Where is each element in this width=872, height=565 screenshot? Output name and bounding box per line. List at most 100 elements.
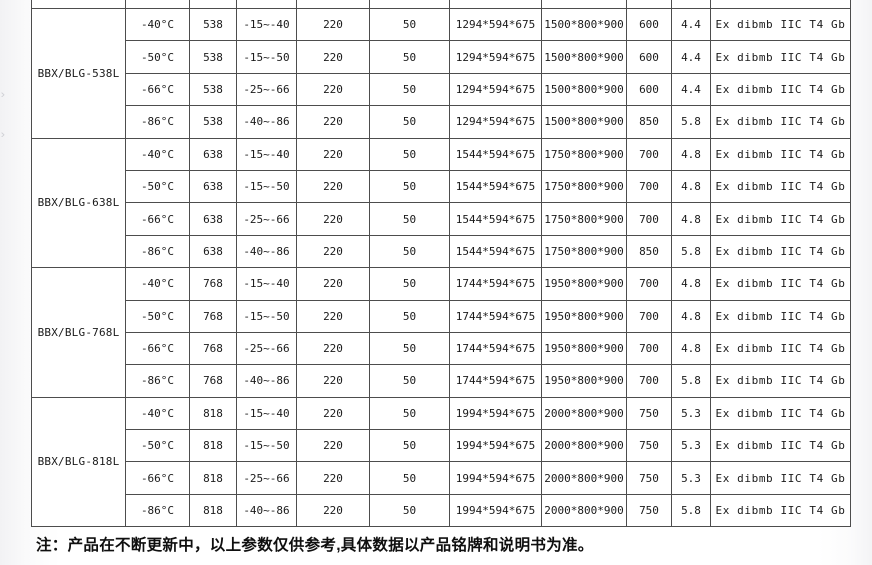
cell-volume: 818 <box>189 396 237 431</box>
cell-range: -15~-40 <box>236 396 297 431</box>
cell-inner_size: 1994*594*675 <box>449 461 542 495</box>
cell-current: 4.4 <box>671 7 711 42</box>
cell-range: -15~-40 <box>236 7 297 42</box>
cell-inner_size: 1544*594*675 <box>449 169 542 204</box>
cell-frequency: 50 <box>369 234 450 269</box>
cell-temp: -40°C <box>125 267 190 301</box>
partial-cell <box>31 0 126 9</box>
partial-cell <box>296 0 370 9</box>
cell-frequency: 50 <box>369 202 450 236</box>
cell-volume: 638 <box>189 234 237 269</box>
table-row: -50°C 638 -15~-50 220 50 1544*594*675 1750*800… <box>32 169 851 204</box>
cell-outer_size: 1750*800*900 <box>541 137 627 171</box>
cell-voltage: 220 <box>296 267 370 301</box>
partial-cell <box>125 0 190 9</box>
cell-volume: 638 <box>189 169 237 204</box>
chevron-decor-icon: › <box>0 89 6 101</box>
cell-voltage: 220 <box>296 396 370 431</box>
cell-voltage: 220 <box>296 429 370 463</box>
cell-current: 5.3 <box>671 396 711 431</box>
cell-volume: 818 <box>189 461 237 495</box>
cell-ex_mark: Ex dibmb IIC T4 Gb <box>710 493 851 528</box>
table-row: -86°C 638 -40~-86 220 50 1544*594*675 1750*800… <box>32 234 851 269</box>
cell-inner_size: 1294*594*675 <box>449 40 542 74</box>
cell-outer_size: 2000*800*900 <box>541 396 627 431</box>
cell-voltage: 220 <box>296 105 370 139</box>
cell-model: BBX/BLG-638L <box>31 137 126 269</box>
cell-model: BBX/BLG-818L <box>31 396 126 528</box>
cell-voltage: 220 <box>296 331 370 366</box>
cell-temp: -40°C <box>125 396 190 431</box>
cell-power: 700 <box>626 331 672 366</box>
cell-frequency: 50 <box>369 137 450 171</box>
partial-cell <box>626 0 672 9</box>
cell-power: 700 <box>626 137 672 171</box>
cell-temp: -66°C <box>125 72 190 107</box>
cell-ex_mark: Ex dibmb IIC T4 Gb <box>710 169 851 204</box>
cell-range: -15~-40 <box>236 267 297 301</box>
cell-range: -15~-50 <box>236 169 297 204</box>
cell-current: 4.8 <box>671 331 711 366</box>
cell-current: 4.8 <box>671 267 711 301</box>
cell-current: 4.8 <box>671 202 711 236</box>
cell-temp: -40°C <box>125 7 190 42</box>
table-row: -86°C 768 -40~-86 220 50 1744*594*675 1950*800… <box>32 364 851 398</box>
table-row: BBX/BLG-768L -40°C 768 -15~-40 220 50 1744*594… <box>31 267 851 398</box>
cell-volume: 818 <box>189 493 237 528</box>
cell-current: 5.3 <box>671 429 711 463</box>
cell-temp: -86°C <box>125 364 190 398</box>
cell-inner_size: 1744*594*675 <box>449 364 542 398</box>
cell-voltage: 220 <box>296 169 370 204</box>
cell-range: -15~-50 <box>236 299 297 333</box>
cell-ex_mark: Ex dibmb IIC T4 Gb <box>710 105 851 139</box>
table-row: -66°C 538 -25~-66 220 50 1294*594*675 1500*800… <box>32 72 851 107</box>
cell-ex_mark: Ex dibmb IIC T4 Gb <box>710 234 851 269</box>
cell-voltage: 220 <box>296 461 370 495</box>
cell-power: 700 <box>626 267 672 301</box>
cell-inner_size: 1744*594*675 <box>449 331 542 366</box>
cell-inner_size: 1994*594*675 <box>449 396 542 431</box>
cell-inner_size: 1544*594*675 <box>449 137 542 171</box>
cell-range: -25~-66 <box>236 202 297 236</box>
cell-outer_size: 1500*800*900 <box>541 105 627 139</box>
table-row: -86°C 538 -40~-86 220 50 1294*594*675 1500*800… <box>32 105 851 139</box>
cell-temp: -66°C <box>125 331 190 366</box>
cell-current: 4.8 <box>671 299 711 333</box>
cell-power: 750 <box>626 429 672 463</box>
cell-outer_size: 1950*800*900 <box>541 267 627 301</box>
cell-outer_size: 1500*800*900 <box>541 7 627 42</box>
cell-ex_mark: Ex dibmb IIC T4 Gb <box>710 364 851 398</box>
cell-frequency: 50 <box>369 267 450 301</box>
cell-volume: 768 <box>189 364 237 398</box>
table-row: -50°C 538 -15~-50 220 50 1294*594*675 1500*800… <box>32 40 851 74</box>
partial-cell <box>189 0 237 9</box>
cell-outer_size: 1750*800*900 <box>541 169 627 204</box>
cell-inner_size: 1744*594*675 <box>449 299 542 333</box>
cell-outer_size: 1950*800*900 <box>541 331 627 366</box>
cell-voltage: 220 <box>296 72 370 107</box>
cell-voltage: 220 <box>296 40 370 74</box>
cell-current: 4.4 <box>671 72 711 107</box>
cell-outer_size: 2000*800*900 <box>541 429 627 463</box>
cell-range: -40~-86 <box>236 105 297 139</box>
table-row: -50°C 818 -15~-50 220 50 1994*594*675 2000*800… <box>32 429 851 463</box>
cell-current: 4.8 <box>671 137 711 171</box>
cell-frequency: 50 <box>369 364 450 398</box>
cell-outer_size: 1950*800*900 <box>541 299 627 333</box>
cell-frequency: 50 <box>369 40 450 74</box>
cell-power: 750 <box>626 461 672 495</box>
product-spec-table: BBX/BLG-538L -40°C 538 -15~-40 220 50 1294*594… <box>31 0 851 528</box>
cell-frequency: 50 <box>369 331 450 366</box>
cell-temp: -50°C <box>125 299 190 333</box>
cell-range: -15~-50 <box>236 429 297 463</box>
cell-outer_size: 2000*800*900 <box>541 461 627 495</box>
cell-model: BBX/BLG-538L <box>31 8 126 139</box>
cell-ex_mark: Ex dibmb IIC T4 Gb <box>710 72 851 107</box>
table-row: BBX/BLG-538L -40°C 538 -15~-40 220 50 1294*594… <box>31 7 851 139</box>
cell-inner_size: 1544*594*675 <box>449 234 542 269</box>
cell-power: 850 <box>626 105 672 139</box>
cell-current: 5.8 <box>671 364 711 398</box>
cell-ex_mark: Ex dibmb IIC T4 Gb <box>710 202 851 236</box>
table-row: BBX/BLG-638L -40°C 638 -15~-40 220 50 1544*594… <box>31 137 851 269</box>
